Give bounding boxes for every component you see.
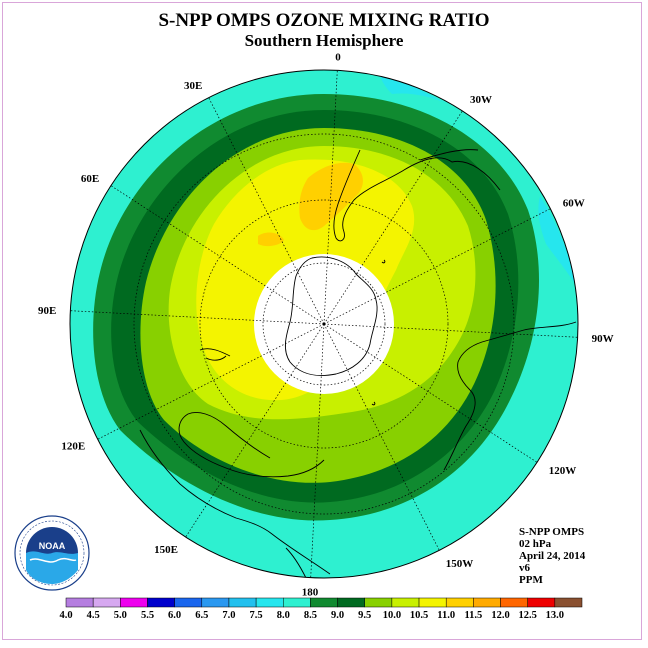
colorbar-tick-label: 11.5 [465, 610, 483, 621]
meridian-210 [323, 323, 440, 551]
latitude-circle-2 [199, 199, 449, 449]
meridian-30 [208, 97, 325, 325]
colorbar-tick-label: 5.0 [114, 610, 127, 621]
meridian-330 [323, 110, 463, 325]
colorbar-swatch-13 [418, 597, 447, 608]
colorbar-swatch-9 [310, 597, 338, 608]
map-title: S-NPP OMPS OZONE MIXING RATIO [158, 10, 489, 31]
south-america-coast-2 [419, 149, 479, 161]
meridian-240 [323, 323, 538, 463]
colorbar-tick-label: 7.0 [222, 610, 235, 621]
graticule [70, 70, 578, 578]
colorbar-tick-label: 10.0 [383, 610, 401, 621]
longitude-label-30e: 30E [184, 80, 202, 92]
island-2 [381, 259, 386, 264]
meridian-180 [310, 323, 325, 578]
info-block: S-NPP OMPS 02 hPa April 24, 2014 v6 PPM [519, 526, 586, 586]
colorbar-tick-label: 12.0 [491, 610, 509, 621]
colorbar-swatch-8 [283, 597, 311, 608]
info-instrument: S-NPP OMPS [519, 526, 584, 538]
longitude-label-150e: 150E [154, 544, 178, 556]
colorbar-tick-label: 10.5 [410, 610, 428, 621]
longitude-label-120w: 120W [549, 465, 577, 477]
colorbar-tick-label: 11.0 [437, 610, 455, 621]
longitude-label-90w: 90W [592, 333, 614, 345]
colorbar-swatch-16 [500, 597, 528, 608]
colorbar-swatch-10 [337, 597, 365, 608]
info-version: v6 [519, 562, 531, 574]
noaa-logo-text: NOAA [39, 541, 66, 551]
meridian-0 [323, 70, 338, 325]
antarctica-coast [284, 256, 378, 376]
meridian-300 [323, 208, 551, 325]
longitude-label-120e: 120E [61, 441, 85, 453]
colorbar-swatch-7 [255, 597, 284, 608]
meridian-150 [185, 323, 325, 538]
map-subtitle: Southern Hemisphere [245, 31, 404, 50]
colorbar-tick-label: 5.5 [141, 610, 154, 621]
colorbar-swatch-14 [445, 597, 474, 608]
colorbar-swatch-18 [554, 597, 583, 608]
africa-coast [443, 321, 577, 471]
longitude-label-0: 0 [335, 51, 341, 63]
globe-outline [69, 69, 579, 579]
band-7.5-8.0-right [538, 196, 576, 286]
asia-coast [139, 429, 331, 575]
longitude-label-180: 180 [302, 587, 319, 599]
colorbar-swatch-0 [65, 597, 94, 608]
meridian-90 [70, 310, 325, 325]
colorbar-tick-label: 4.5 [87, 610, 100, 621]
coastlines [139, 149, 577, 578]
south-america-coast [333, 149, 501, 242]
longitude-label-150w: 150W [446, 558, 474, 570]
colorbar: 4.0 4.5 5.0 5.5 6.0 6.5 7.0 7.5 8.0 8.5 9.0 9.5 10.0… [59, 597, 583, 621]
asia-coast-2 [285, 547, 307, 578]
colorbar-tick-label: 12.5 [519, 610, 537, 621]
south-pole-point [322, 322, 326, 326]
colorbar-tick-label: 6.5 [195, 610, 208, 621]
colorbar-tick-label: 6.0 [168, 610, 181, 621]
colorbar-swatch-17 [527, 597, 556, 608]
longitude-label-90e: 90E [38, 305, 56, 317]
info-units: PPM [519, 574, 543, 586]
colorbar-tick-label: 13.0 [546, 610, 564, 621]
colorbar-swatch-2 [120, 597, 148, 608]
island-1 [371, 401, 376, 406]
colorbar-tick-label: 9.0 [331, 610, 344, 621]
info-date: April 24, 2014 [519, 550, 586, 562]
colorbar-swatch-6 [228, 597, 257, 608]
colorbar-swatch-3 [147, 597, 175, 608]
colorbar-tick-label: 8.0 [277, 610, 290, 621]
colorbar-swatch-5 [201, 597, 230, 608]
longitude-labels: 90W 60W 30W 0 30E 60E 90E 120E 150E 180 150W 120W [38, 51, 614, 598]
latitude-circle-1 [262, 262, 386, 386]
noaa-logo: NOAA [14, 515, 90, 591]
map-frame [2, 2, 642, 640]
longitude-label-60e: 60E [81, 173, 99, 185]
latitude-circle-3 [133, 133, 515, 515]
meridian-120 [97, 323, 325, 440]
meridian-60 [110, 185, 325, 325]
colorbar-tick-label: 7.5 [250, 610, 263, 621]
info-level: 02 hPa [519, 538, 552, 550]
colorbar-tick-label: 9.5 [358, 610, 371, 621]
longitude-label-60w: 60W [563, 197, 585, 209]
colorbar-swatch-11 [364, 597, 393, 608]
new-zealand-coast [199, 348, 231, 361]
longitude-label-30w: 30W [470, 94, 492, 106]
colorbar-swatch-12 [391, 597, 420, 608]
meridian-270 [323, 323, 578, 338]
colorbar-swatch-1 [92, 597, 121, 608]
colorbar-tick-label: 8.5 [304, 610, 317, 621]
colorbar-tick-label: 4.0 [59, 610, 72, 621]
australia-coast [178, 412, 325, 478]
colorbar-swatch-4 [174, 597, 203, 608]
colorbar-swatch-15 [473, 597, 501, 608]
band-11.0-11.5-spot [258, 232, 284, 247]
